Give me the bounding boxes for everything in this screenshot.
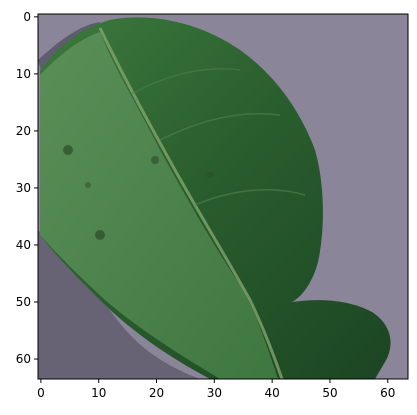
leaf-light-half	[40, 32, 278, 379]
y-tick-label: 10	[16, 67, 31, 81]
y-tick-label: 20	[16, 124, 31, 138]
leaf-midrib	[98, 27, 284, 379]
leaf-shadow-lower	[38, 230, 200, 379]
axes-frame	[37, 13, 409, 380]
x-tick-label: 50	[322, 386, 337, 400]
leaf-spot	[95, 230, 105, 240]
x-tick-label: 20	[149, 386, 164, 400]
x-tick-label: 40	[265, 386, 280, 400]
x-tick-label: 10	[91, 386, 106, 400]
x-tick-label: 60	[380, 386, 395, 400]
leaf-spot	[85, 182, 91, 188]
y-tick-label: 30	[16, 181, 31, 195]
leaf-vein	[159, 112, 281, 141]
y-tick-label: 60	[16, 352, 31, 366]
leaf-spot	[151, 156, 159, 164]
y-tick-label: 0	[23, 10, 31, 24]
leaf-vein	[129, 67, 241, 96]
leaf-spot	[207, 172, 213, 178]
y-axis: 0 10 20 30 40 50 60	[16, 10, 38, 366]
image-area	[38, 14, 408, 379]
x-axis: 0 10 20 30 40 50 60	[37, 379, 395, 400]
leaf-spot	[63, 145, 73, 155]
x-tick-label: 0	[37, 386, 45, 400]
y-tick-label: 50	[16, 295, 31, 309]
leaf-vein	[194, 189, 306, 206]
y-tick-label: 40	[16, 238, 31, 252]
x-tick-label: 30	[207, 386, 222, 400]
